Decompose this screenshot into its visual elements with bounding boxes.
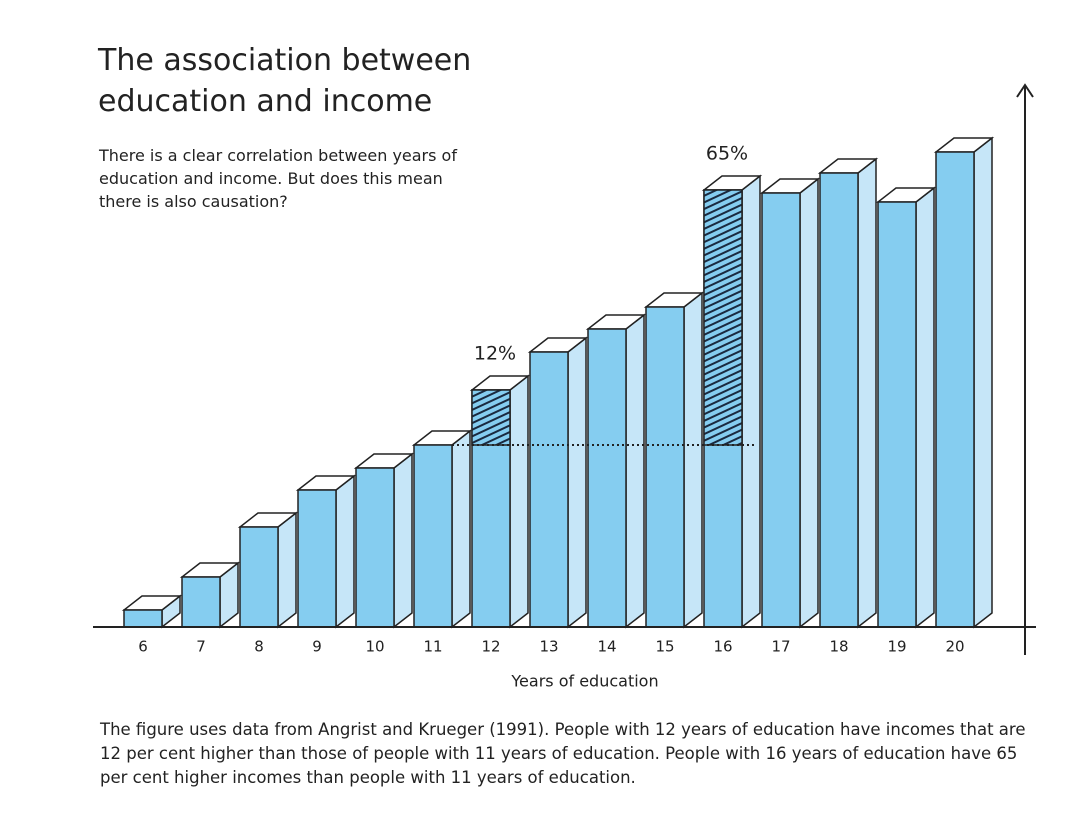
bar (413, 444, 453, 628)
bar (123, 609, 163, 628)
bar (297, 489, 337, 628)
bar-side (973, 136, 993, 629)
bar (935, 151, 975, 628)
x-tick-label: 6 (138, 638, 148, 656)
bar (877, 201, 917, 628)
bar-side (451, 429, 471, 629)
bar-side (393, 452, 413, 629)
x-tick-label: 15 (655, 638, 674, 656)
bar-side (741, 174, 761, 629)
y-axis-arrow (1016, 83, 1034, 98)
bar (239, 526, 279, 628)
x-tick-label: 18 (829, 638, 848, 656)
bar-side (509, 374, 529, 629)
bar-side (799, 177, 819, 629)
x-tick-label: 13 (539, 638, 558, 656)
bar (529, 351, 569, 628)
x-tick-label: 9 (312, 638, 322, 656)
x-tick-label: 16 (713, 638, 732, 656)
bar-side (683, 291, 703, 629)
x-tick-label: 10 (365, 638, 384, 656)
x-tick-label: 20 (945, 638, 964, 656)
bar-side (915, 186, 935, 629)
x-tick-label: 19 (887, 638, 906, 656)
x-axis-label: Years of education (510, 672, 658, 691)
caption: The figure uses data from Angrist and Kr… (100, 720, 1026, 787)
x-tick-label: 12 (481, 638, 500, 656)
bar (355, 467, 395, 628)
x-tick-label: 14 (597, 638, 616, 656)
x-tick-label: 7 (196, 638, 206, 656)
bar-side (335, 474, 355, 629)
bar-side (857, 157, 877, 629)
bar-gain (703, 189, 743, 446)
bar-side (277, 511, 297, 629)
bar (587, 328, 627, 628)
annotation: 12% (474, 343, 516, 365)
x-tick-label: 8 (254, 638, 264, 656)
x-tick-label: 11 (423, 638, 442, 656)
bar (761, 192, 801, 628)
bar (819, 172, 859, 628)
annotation: 65% (706, 143, 748, 165)
x-tick-label: 17 (771, 638, 790, 656)
chart-title: The association between education and in… (98, 43, 472, 119)
bar-side (625, 313, 645, 629)
bar-side (567, 336, 587, 629)
bar (645, 306, 685, 628)
bar (181, 576, 221, 628)
chart-subtitle: There is a clear correlation between yea… (99, 146, 457, 211)
bar-gain (471, 389, 511, 446)
